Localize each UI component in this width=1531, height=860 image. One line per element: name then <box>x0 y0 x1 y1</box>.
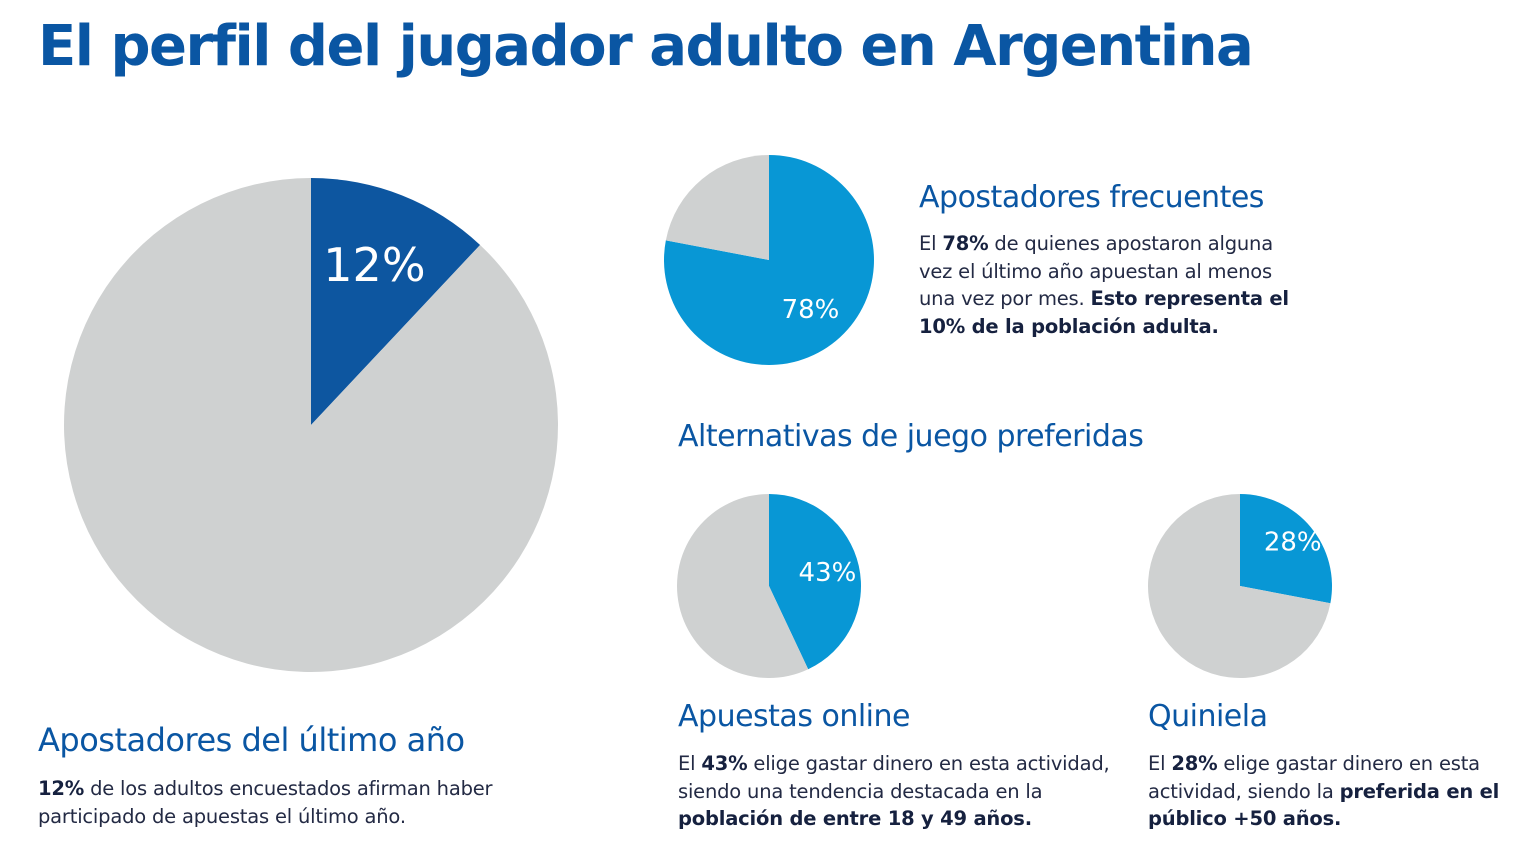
online-text: El 43% elige gastar dinero en esta activ… <box>678 750 1133 833</box>
pie-main-label: 12% <box>323 238 425 292</box>
pie-online: 43% <box>676 494 861 678</box>
online-heading: Apuestas online <box>678 699 911 734</box>
pie-frequent: 78% <box>664 155 874 366</box>
online-text-2: elige gastar dinero en esta actividad, s… <box>678 752 1110 803</box>
frequent-text: El 78% de quienes apostaron alguna vez e… <box>919 230 1299 340</box>
pie-online-slice-1 <box>676 494 809 678</box>
pie-frequent-label: 78% <box>782 295 840 325</box>
online-bold-pct: 43% <box>701 752 748 775</box>
last-year-bold-pct: 12% <box>38 777 85 800</box>
last-year-heading: Apostadores del último año <box>38 721 465 759</box>
pie-main: 12% <box>64 178 559 672</box>
pie-main-slice-1 <box>64 178 559 672</box>
quiniela-text: El 28% elige gastar dinero en esta activ… <box>1148 750 1508 833</box>
online-bold-2: población de entre 18 y 49 años. <box>678 807 1032 830</box>
pie-quiniela: 28% <box>1148 494 1332 678</box>
pie-frequent-slice-1 <box>665 155 769 260</box>
last-year-text-body: de los adultos encuestados afirman haber… <box>38 777 493 828</box>
frequent-bold-2: Esto representa el 10% de la población a… <box>919 287 1289 338</box>
frequent-bold-pct: 78% <box>942 232 989 255</box>
online-text-1: El <box>678 752 702 775</box>
quiniela-bold-pct: 28% <box>1171 752 1218 775</box>
quiniela-text-1: El <box>1148 752 1172 775</box>
pie-quiniela-slice-0 <box>1240 494 1332 604</box>
pie-online-label: 43% <box>799 558 857 588</box>
frequent-text-2: de quienes apostaron alguna vez el últim… <box>919 232 1273 310</box>
pie-online-slice-0 <box>769 494 861 670</box>
quiniela-bold-2: preferida en el público +50 años. <box>1148 779 1500 831</box>
frequent-text-1: El <box>919 232 943 255</box>
page-title: El perfil del jugador adulto en Argentin… <box>38 14 1254 79</box>
quiniela-heading: Quiniela <box>1148 699 1268 734</box>
pie-quiniela-slice-1 <box>1148 494 1331 678</box>
frequent-heading: Apostadores frecuentes <box>919 180 1264 215</box>
last-year-text: 12% de los adultos encuestados afirman h… <box>38 775 538 830</box>
alternatives-heading: Alternativas de juego preferidas <box>678 419 1144 454</box>
quiniela-text-2: elige gastar dinero en esta actividad, s… <box>1148 752 1480 803</box>
pie-quiniela-label: 28% <box>1264 527 1322 557</box>
pie-main-slice-0 <box>311 178 481 425</box>
